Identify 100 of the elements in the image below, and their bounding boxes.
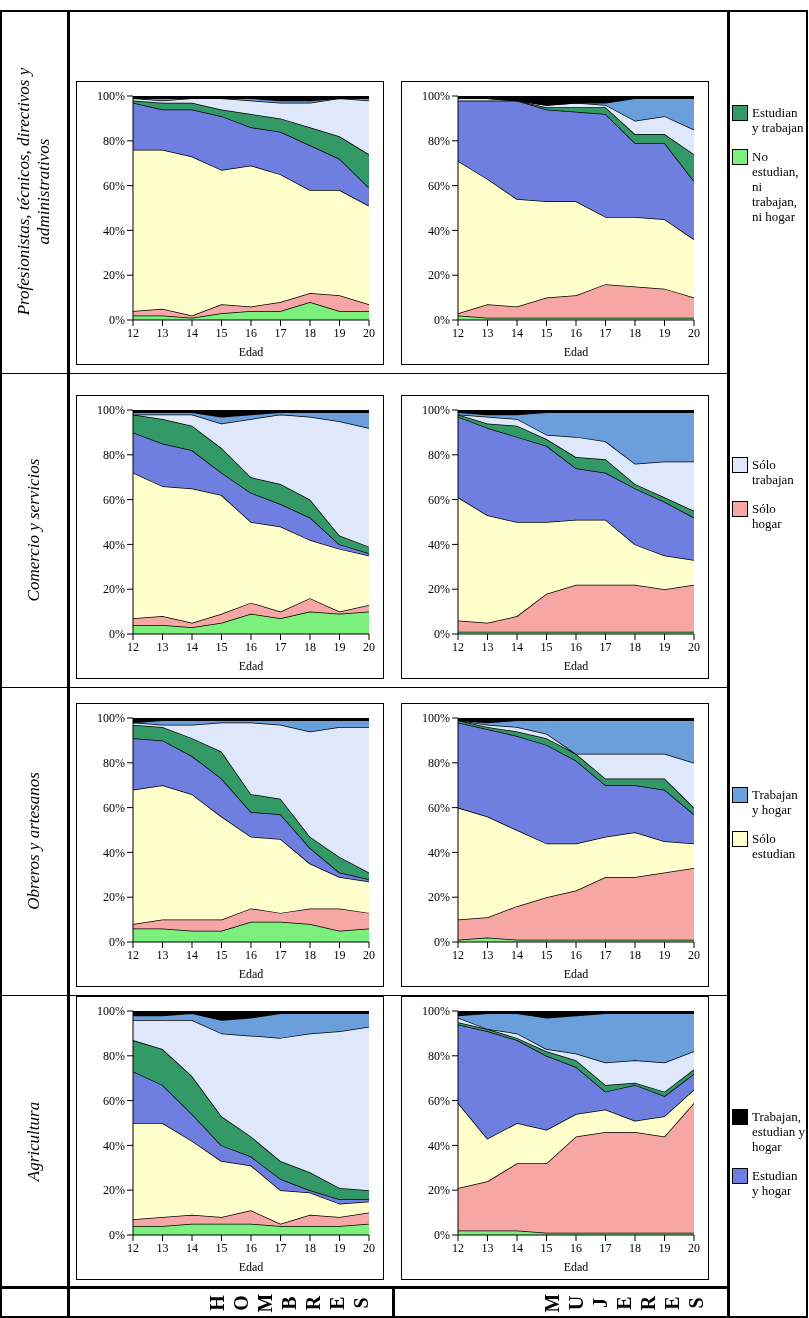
x-tick-label: 18 <box>304 325 316 340</box>
y-tick-label: 80% <box>103 756 125 771</box>
y-tick-label: 20% <box>428 890 450 905</box>
y-tick-label: 80% <box>428 1049 450 1064</box>
x-tick-label: 17 <box>274 325 287 340</box>
x-tick-label: 15 <box>215 1240 228 1255</box>
x-tick-label: 16 <box>570 1240 582 1255</box>
x-tick-label: 19 <box>333 1240 346 1255</box>
y-axis-title: MUJERES <box>540 1293 708 1313</box>
y-tick-label: 100% <box>97 1004 125 1019</box>
x-tick-label: 14 <box>511 639 523 654</box>
x-tick-label: 17 <box>274 947 287 962</box>
x-tick-label: 18 <box>629 1240 641 1255</box>
x-tick-label: 16 <box>570 947 582 962</box>
y-tick-label: 0% <box>109 935 125 950</box>
x-tick-label: 20 <box>363 325 375 340</box>
x-tick-label: 13 <box>156 325 169 340</box>
x-tick-label: 20 <box>363 639 375 654</box>
y-tick-label: 100% <box>422 711 450 726</box>
x-tick-label: 20 <box>688 947 700 962</box>
x-tick-label: 12 <box>127 639 139 654</box>
y-tick-label: 80% <box>428 448 450 463</box>
legend-label: Sólo trabajan <box>752 457 795 488</box>
x-axis-title: Edad <box>563 1260 589 1274</box>
x-tick-label: 12 <box>127 1240 139 1255</box>
y-tick-label: 100% <box>422 89 450 104</box>
x-tick-label: 14 <box>511 325 523 340</box>
x-tick-label: 19 <box>658 1240 671 1255</box>
x-tick-label: 12 <box>452 325 464 340</box>
text: Agricultura <box>24 1101 43 1182</box>
y-tick-label: 60% <box>103 178 125 193</box>
y-tick-label: 80% <box>103 448 125 463</box>
x-tick-label: 17 <box>599 947 612 962</box>
y-tick-label: 40% <box>428 845 450 860</box>
y-tick-label: 40% <box>428 1138 450 1153</box>
y-tick-label: 80% <box>103 134 125 149</box>
legend-label: Trabajan, estudian y hogar <box>752 1108 807 1154</box>
x-tick-label: 18 <box>629 639 641 654</box>
x-tick-label: 16 <box>570 639 582 654</box>
y-tick-label: 0% <box>434 1228 450 1243</box>
x-tick-label: 20 <box>688 639 700 654</box>
x-tick-label: 16 <box>245 639 257 654</box>
y-tick-label: 20% <box>103 582 125 597</box>
y-tick-label: 60% <box>103 492 125 507</box>
x-tick-label: 13 <box>481 325 494 340</box>
x-tick-label: 14 <box>186 1240 198 1255</box>
x-tick-label: 19 <box>333 639 346 654</box>
x-tick-label: 12 <box>452 947 464 962</box>
x-tick-label: 15 <box>215 639 228 654</box>
x-tick-label: 12 <box>452 639 464 654</box>
x-tick-label: 18 <box>304 1240 316 1255</box>
y-tick-label: 40% <box>103 223 125 238</box>
x-tick-label: 20 <box>688 325 700 340</box>
legend-label: Sólo hogar <box>752 501 783 532</box>
x-tick-label: 18 <box>629 325 641 340</box>
x-tick-label: 14 <box>186 639 198 654</box>
x-axis-title: Edad <box>238 967 264 981</box>
x-tick-label: 14 <box>186 947 198 962</box>
y-tick-label: 20% <box>428 268 450 283</box>
x-tick-label: 19 <box>333 947 346 962</box>
x-tick-label: 17 <box>599 325 612 340</box>
x-tick-label: 14 <box>511 1240 523 1255</box>
x-tick-label: 19 <box>333 325 346 340</box>
x-tick-label: 15 <box>540 1240 553 1255</box>
text: Obreros y artesanos <box>24 772 43 910</box>
x-tick-label: 15 <box>540 639 553 654</box>
y-tick-label: 0% <box>109 313 125 328</box>
x-tick-label: 18 <box>304 639 316 654</box>
x-tick-label: 17 <box>274 1240 287 1255</box>
y-tick-label: 60% <box>103 1093 125 1108</box>
y-tick-label: 100% <box>97 403 125 418</box>
x-tick-label: 13 <box>481 947 494 962</box>
y-tick-label: 40% <box>428 223 450 238</box>
x-tick-label: 13 <box>156 639 169 654</box>
y-tick-label: 40% <box>103 845 125 860</box>
y-tick-label: 20% <box>103 268 125 283</box>
legend-label: Sólo estudian <box>752 830 797 861</box>
x-tick-label: 17 <box>599 1240 612 1255</box>
y-tick-label: 20% <box>428 582 450 597</box>
x-tick-label: 18 <box>304 947 316 962</box>
x-tick-label: 13 <box>481 639 494 654</box>
x-tick-label: 18 <box>629 947 641 962</box>
y-tick-label: 100% <box>422 403 450 418</box>
legend-label: Estudian y trabajan <box>752 105 805 136</box>
x-tick-label: 13 <box>156 947 169 962</box>
y-axis-title: HOMBRES <box>205 1293 373 1313</box>
x-tick-label: 16 <box>245 325 257 340</box>
x-tick-label: 12 <box>452 1240 464 1255</box>
x-tick-label: 19 <box>658 947 671 962</box>
x-tick-label: 16 <box>245 1240 257 1255</box>
x-tick-label: 20 <box>688 1240 700 1255</box>
x-tick-label: 15 <box>215 947 228 962</box>
x-axis-title: Edad <box>563 345 589 359</box>
y-tick-label: 60% <box>428 178 450 193</box>
x-axis-title: Edad <box>563 967 589 981</box>
x-tick-label: 19 <box>658 325 671 340</box>
x-axis-title: Edad <box>238 1260 264 1274</box>
x-tick-label: 17 <box>599 639 612 654</box>
x-tick-label: 20 <box>363 1240 375 1255</box>
y-tick-label: 80% <box>103 1049 125 1064</box>
